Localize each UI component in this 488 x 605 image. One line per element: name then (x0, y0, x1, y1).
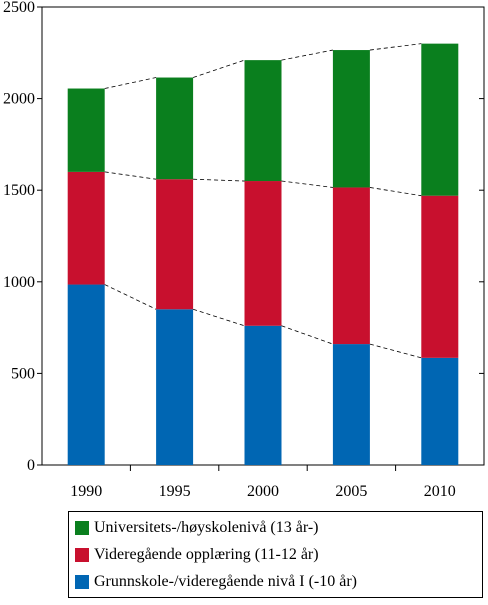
bar-segment (421, 357, 459, 465)
y-tick-label: 2000 (3, 91, 35, 108)
legend-swatch-videregaende (75, 548, 89, 562)
connector-line (192, 59, 245, 78)
connector-line (104, 77, 157, 89)
legend-item-grunnskole: Grunnskole-/videregående nivå I (-10 år) (75, 572, 357, 592)
bar-segment (421, 43, 459, 196)
bar-segment (156, 179, 194, 310)
legend-label-universitet: Universitets-/høyskolenivå (13 år-) (94, 519, 319, 536)
connector-line (193, 178, 245, 182)
connector-line (281, 325, 334, 345)
connector-line (281, 49, 333, 61)
bar-segment (244, 325, 282, 465)
y-tick-label: 500 (11, 365, 35, 382)
connector-line (192, 308, 245, 327)
legend-item-videregaende: Videregående opplæring (11-12 år) (75, 545, 319, 565)
bar-segment (332, 344, 370, 465)
y-tick-label: 1000 (3, 274, 35, 291)
x-tick-label: 2005 (335, 483, 367, 500)
y-tick-label: 1500 (3, 182, 35, 199)
bar-segment (67, 171, 105, 285)
bar-segment (244, 181, 282, 326)
legend-swatch-grunnskole (75, 575, 89, 589)
legend-swatch-universitet (75, 521, 89, 535)
bar-segment (67, 284, 105, 465)
y-tick-label: 2500 (3, 0, 35, 16)
connector-line (281, 180, 333, 188)
x-tick-label: 1990 (70, 483, 102, 500)
bar-segment (156, 77, 194, 180)
x-tick-label: 1995 (159, 483, 191, 500)
legend-label-grunnskole: Grunnskole-/videregående nivå I (-10 år) (94, 573, 357, 590)
connector-line (369, 187, 422, 197)
x-tick-label: 2000 (247, 483, 279, 500)
x-tick-label: 2010 (424, 483, 456, 500)
connector-line (369, 43, 422, 51)
bar-segment (332, 50, 370, 188)
bar-segment (67, 88, 105, 172)
bar-segment (421, 195, 459, 358)
bar-segment (156, 309, 194, 465)
bar-segment (332, 187, 370, 345)
connector-line (369, 343, 422, 359)
connector-line (104, 284, 157, 310)
connector-line (104, 171, 157, 180)
legend-item-universitet: Universitets-/høyskolenivå (13 år-) (75, 518, 319, 538)
legend: Universitets-/høyskolenivå (13 år-) Vide… (68, 511, 483, 598)
legend-label-videregaende: Videregående opplæring (11-12 år) (94, 546, 319, 563)
y-tick-label: 0 (27, 457, 35, 474)
bar-segment (244, 60, 282, 182)
